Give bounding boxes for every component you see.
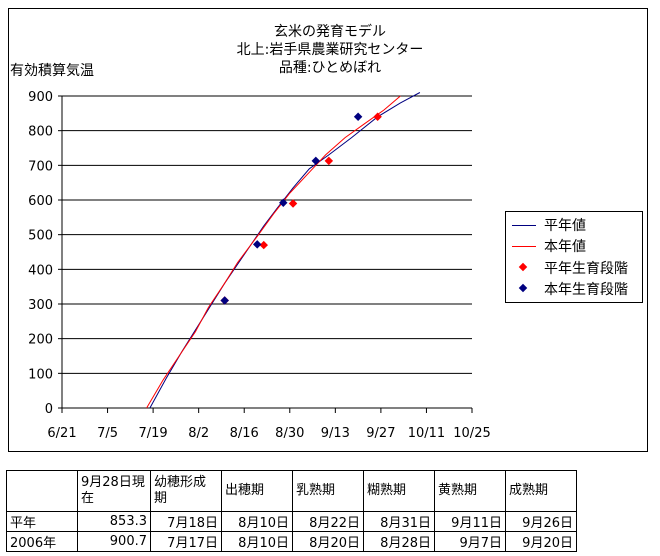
y-tick-label: 300	[28, 298, 53, 313]
y-tick-label: 100	[28, 367, 53, 382]
y-tick-label: 700	[28, 159, 53, 174]
table-header-cell	[6, 470, 78, 512]
table-header-cell: 9月28日現在	[77, 470, 151, 512]
table-cell: 8月31日	[363, 511, 435, 532]
chart-title-line-2: 北上:岩手県農業研究センター	[236, 42, 424, 58]
y-tick-label: 800	[28, 125, 53, 140]
data-point-2	[288, 199, 298, 208]
table-header-cell: 黄熟期	[434, 470, 506, 512]
y-tick-label: 600	[28, 194, 53, 209]
x-tick-label: 7/5	[97, 426, 118, 441]
table-cell: 7月18日	[150, 511, 222, 532]
table-header-cell: 出穂期	[221, 470, 293, 512]
row-label: 2006年	[6, 531, 78, 552]
x-tick-label: 9/13	[321, 426, 350, 441]
series-line-0	[149, 92, 421, 409]
tick-label-layer: 0 100 200 300 400 500 600 700 800 900 6/21 7/5 7/19 8…	[28, 90, 491, 441]
legend-item-normal-stage: 平年生育段階	[510, 259, 628, 277]
x-tick-label: 6/21	[47, 426, 76, 441]
table-cell: 9月11日	[434, 511, 506, 532]
data-point-3	[279, 198, 288, 208]
table-cell: 8月10日	[221, 511, 293, 532]
data-point-3	[311, 156, 321, 166]
y-tick-label: 200	[28, 333, 53, 348]
table-cell: 9月7日	[434, 531, 506, 552]
table-row: 平年 853.3 7月18日 8月10日 8月22日 8月31日 9月11日 9…	[6, 511, 577, 532]
data-point-2	[259, 240, 268, 250]
table-header-cell: 幼穂形成期	[150, 470, 222, 512]
table-cell: 9月20日	[505, 531, 577, 552]
table-cell: 9月26日	[505, 511, 577, 532]
chart-title-line-1: 玄米の発育モデル	[274, 24, 386, 40]
growth-stage-table: 9月28日現在 幼穂形成期 出穂期 乳熟期 糊熟期 黄熟期 成熟期 平年 853…	[6, 470, 577, 552]
data-point-3	[252, 240, 262, 249]
table-header-cell: 成熟期	[505, 470, 577, 512]
table-header-row: 9月28日現在 幼穂形成期 出穂期 乳熟期 糊熟期 黄熟期 成熟期	[6, 470, 577, 512]
row-label: 平年	[6, 511, 78, 532]
table-row: 2006年 900.7 7月17日 8月10日 8月20日 8月28日 9月7日…	[6, 531, 577, 552]
y-tick-label: 0	[45, 402, 53, 417]
data-point-3	[353, 112, 363, 122]
table-cell: 8月22日	[292, 511, 364, 532]
data-point-2	[324, 156, 334, 166]
legend-label: 平年生育段階	[544, 261, 628, 277]
table-cell: 7月17日	[150, 531, 222, 552]
legend-label: 本年生育段階	[544, 282, 628, 298]
table-header-cell: 乳熟期	[292, 470, 364, 512]
x-tick-label: 8/30	[275, 426, 304, 441]
legend-item-current-stage: 本年生育段階	[510, 280, 628, 298]
x-tick-label: 8/16	[230, 426, 259, 441]
grid-layer	[62, 95, 472, 374]
legend-label: 平年値	[544, 218, 586, 234]
y-tick-label: 400	[28, 263, 53, 278]
table-cell: 8月20日	[292, 531, 364, 552]
table-cell: 8月28日	[363, 531, 435, 552]
legend-label: 本年値	[544, 239, 586, 255]
y-axis-label: 有効積算気温	[10, 63, 94, 79]
chart-title-line-3: 品種:ひとめぼれ	[278, 60, 382, 76]
data-point-3	[220, 296, 229, 305]
y-tick-label: 500	[28, 229, 53, 244]
x-tick-label: 8/2	[188, 426, 209, 441]
table-cell: 853.3	[77, 511, 151, 532]
x-tick-label: 10/11	[408, 426, 445, 441]
axis-layer	[58, 95, 473, 413]
data-point-2	[373, 112, 382, 122]
legend-item-current-line: 本年値	[510, 237, 586, 255]
series-layer	[146, 92, 421, 409]
chart-legend: 平年値 本年値 平年生育段階 本年生育段階	[505, 211, 643, 303]
x-tick-label: 10/25	[453, 426, 490, 441]
table-header-cell: 糊熟期	[363, 470, 435, 512]
series-line-1	[146, 95, 401, 409]
x-tick-label: 9/27	[366, 426, 395, 441]
legend-item-normal-line: 平年値	[510, 216, 586, 234]
x-tick-label: 7/19	[139, 426, 168, 441]
y-tick-label: 900	[28, 90, 53, 105]
chart-plot: 0 100 200 300 400 500 600 700 800 900 6/21 7/5 7/19 8…	[28, 90, 491, 441]
table-cell: 900.7	[77, 531, 151, 552]
table-cell: 8月10日	[221, 531, 293, 552]
